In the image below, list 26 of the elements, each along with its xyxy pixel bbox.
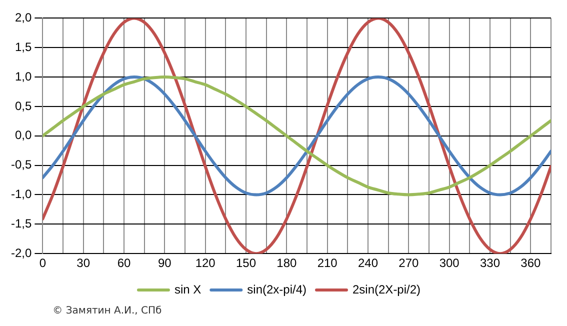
x-tick-label: 60 (117, 256, 132, 270)
x-tick-label: 120 (195, 256, 216, 270)
y-tick-label: -1,5 (10, 216, 32, 230)
legend-label: 2sin(2X-pi/2) (352, 282, 421, 296)
x-tick-label: 300 (439, 256, 460, 270)
x-tick-label: 240 (358, 256, 378, 270)
x-tick-label: 180 (276, 256, 298, 270)
x-tick-label: 360 (520, 256, 541, 270)
x-tick-label: 150 (236, 256, 256, 270)
legend-label: sin X (174, 282, 202, 296)
y-tick-label: -1,0 (10, 187, 32, 202)
y-tick-label: 0,0 (14, 128, 32, 142)
x-tick-label: 270 (398, 256, 419, 270)
text: © Замятин А.И., СПб (52, 306, 162, 317)
y-tick-label: -0,5 (10, 158, 32, 172)
y-tick-label: 1,5 (14, 40, 32, 54)
y-tick-label: -2,0 (10, 246, 32, 260)
x-tick-label: 90 (158, 256, 172, 270)
x-tick-label: 30 (76, 256, 90, 270)
x-tick-label: 330 (480, 256, 500, 270)
x-tick-label: 0 (39, 256, 46, 270)
y-tick-label: 2,0 (14, 10, 32, 25)
y-tick-label: 0,5 (14, 98, 32, 113)
y-tick-label: 1,0 (14, 69, 32, 84)
x-tick-label: 210 (317, 256, 338, 270)
legend-label: sin(2x-pi/4) (247, 282, 307, 296)
